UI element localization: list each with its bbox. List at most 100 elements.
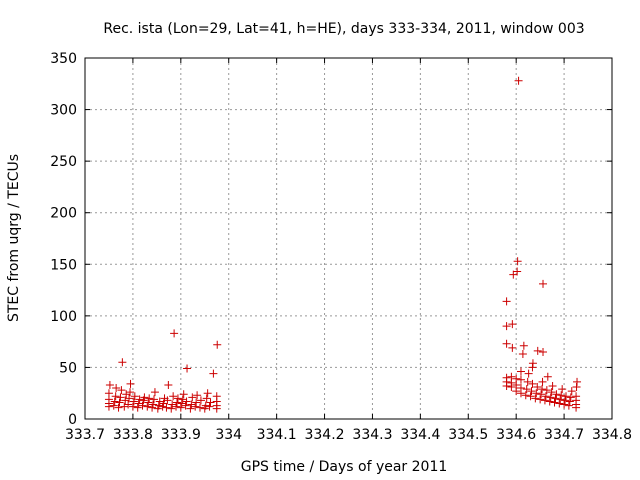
- data-point: [144, 398, 153, 407]
- data-point: [206, 398, 215, 407]
- y-tick-label: 350: [50, 51, 77, 67]
- data-point: [120, 402, 129, 411]
- x-tick-label: 334.6: [496, 427, 536, 443]
- data-point: [155, 397, 164, 406]
- data-point: [183, 364, 192, 373]
- data-points: [104, 76, 582, 413]
- data-point: [540, 396, 549, 405]
- x-tick-label: 334.8: [592, 427, 632, 443]
- data-point: [126, 379, 135, 388]
- data-point: [205, 402, 214, 411]
- data-point: [556, 395, 565, 404]
- plot-frame: [84, 57, 613, 420]
- data-point: [550, 398, 559, 407]
- x-tick-label: 333.8: [113, 427, 153, 443]
- data-point: [178, 395, 187, 404]
- data-point: [104, 389, 113, 398]
- y-tick-label: 50: [59, 360, 77, 376]
- data-point: [115, 398, 124, 407]
- data-point: [172, 402, 181, 411]
- data-point: [110, 397, 119, 406]
- data-point: [105, 380, 114, 389]
- data-point: [528, 359, 537, 368]
- data-point: [177, 399, 186, 408]
- data-point: [109, 401, 118, 410]
- data-point: [548, 381, 557, 390]
- x-tick-label: 333.9: [161, 427, 201, 443]
- data-point: [192, 398, 201, 407]
- data-point: [502, 373, 511, 382]
- data-point: [195, 403, 204, 412]
- data-point: [172, 398, 181, 407]
- data-point: [193, 391, 202, 400]
- y-tick-label: 150: [50, 257, 77, 273]
- data-point: [114, 403, 123, 412]
- data-point: [521, 391, 530, 400]
- data-point: [213, 340, 222, 349]
- data-point: [124, 400, 133, 409]
- data-point: [179, 390, 188, 399]
- data-point: [164, 380, 173, 389]
- chart-title: Rec. ista (Lon=29, Lat=41, h=HE), days 3…: [103, 21, 584, 37]
- data-point: [135, 395, 144, 404]
- data-point: [168, 400, 177, 409]
- data-point: [149, 395, 158, 404]
- data-point: [188, 393, 197, 402]
- data-point: [502, 297, 511, 306]
- data-point: [176, 403, 185, 412]
- data-point: [508, 320, 517, 329]
- data-point: [552, 390, 561, 399]
- data-point: [121, 396, 130, 405]
- data-point: [182, 397, 191, 406]
- data-point: [191, 402, 200, 411]
- data-point: [524, 369, 533, 378]
- data-point: [518, 350, 527, 359]
- x-axis-label: GPS time / Days of year 2011: [241, 459, 448, 475]
- data-point: [117, 386, 126, 395]
- data-point: [203, 389, 212, 398]
- data-point: [564, 401, 573, 410]
- data-point: [514, 76, 523, 85]
- data-point: [181, 401, 190, 410]
- data-point: [149, 400, 158, 409]
- x-tick-label: 333.7: [65, 427, 105, 443]
- data-point: [145, 394, 154, 403]
- data-point: [130, 392, 139, 401]
- data-point: [545, 397, 554, 406]
- y-tick-label: 250: [50, 154, 77, 170]
- data-point: [566, 393, 575, 402]
- data-point: [126, 388, 135, 397]
- y-tick-labels: 0 50 100 150 200 250 300 350: [50, 51, 77, 428]
- data-point: [170, 329, 179, 338]
- data-point: [502, 322, 511, 331]
- data-point: [138, 401, 147, 410]
- data-point: [125, 394, 134, 403]
- data-point: [111, 392, 120, 401]
- data-point: [528, 379, 537, 388]
- y-tick-label: 100: [50, 309, 77, 325]
- data-point: [133, 403, 142, 412]
- y-tick-label: 200: [50, 206, 77, 222]
- x-tick-labels: 333.7 333.8 333.9 334 334.1 334.2 334.3 334.4 33…: [65, 427, 632, 443]
- data-point: [154, 401, 163, 410]
- y-tick-label: 0: [68, 412, 77, 428]
- data-point: [201, 401, 210, 410]
- y-axis-label: STEC from uqrg / TECUs: [6, 154, 22, 322]
- data-point: [560, 400, 569, 409]
- data-point: [543, 372, 552, 381]
- data-point: [541, 392, 550, 401]
- axis-ticks: [84, 57, 613, 420]
- x-tick-label: 334.3: [352, 427, 392, 443]
- data-point: [522, 385, 531, 394]
- data-point: [539, 279, 548, 288]
- data-point: [129, 397, 138, 406]
- data-point: [513, 267, 522, 276]
- y-tick-label: 300: [50, 103, 77, 119]
- x-tick-label: 334.1: [257, 427, 297, 443]
- data-point: [173, 394, 182, 403]
- x-tick-label: 334.2: [304, 427, 344, 443]
- x-tick-label: 334.5: [448, 427, 488, 443]
- data-point: [162, 403, 171, 412]
